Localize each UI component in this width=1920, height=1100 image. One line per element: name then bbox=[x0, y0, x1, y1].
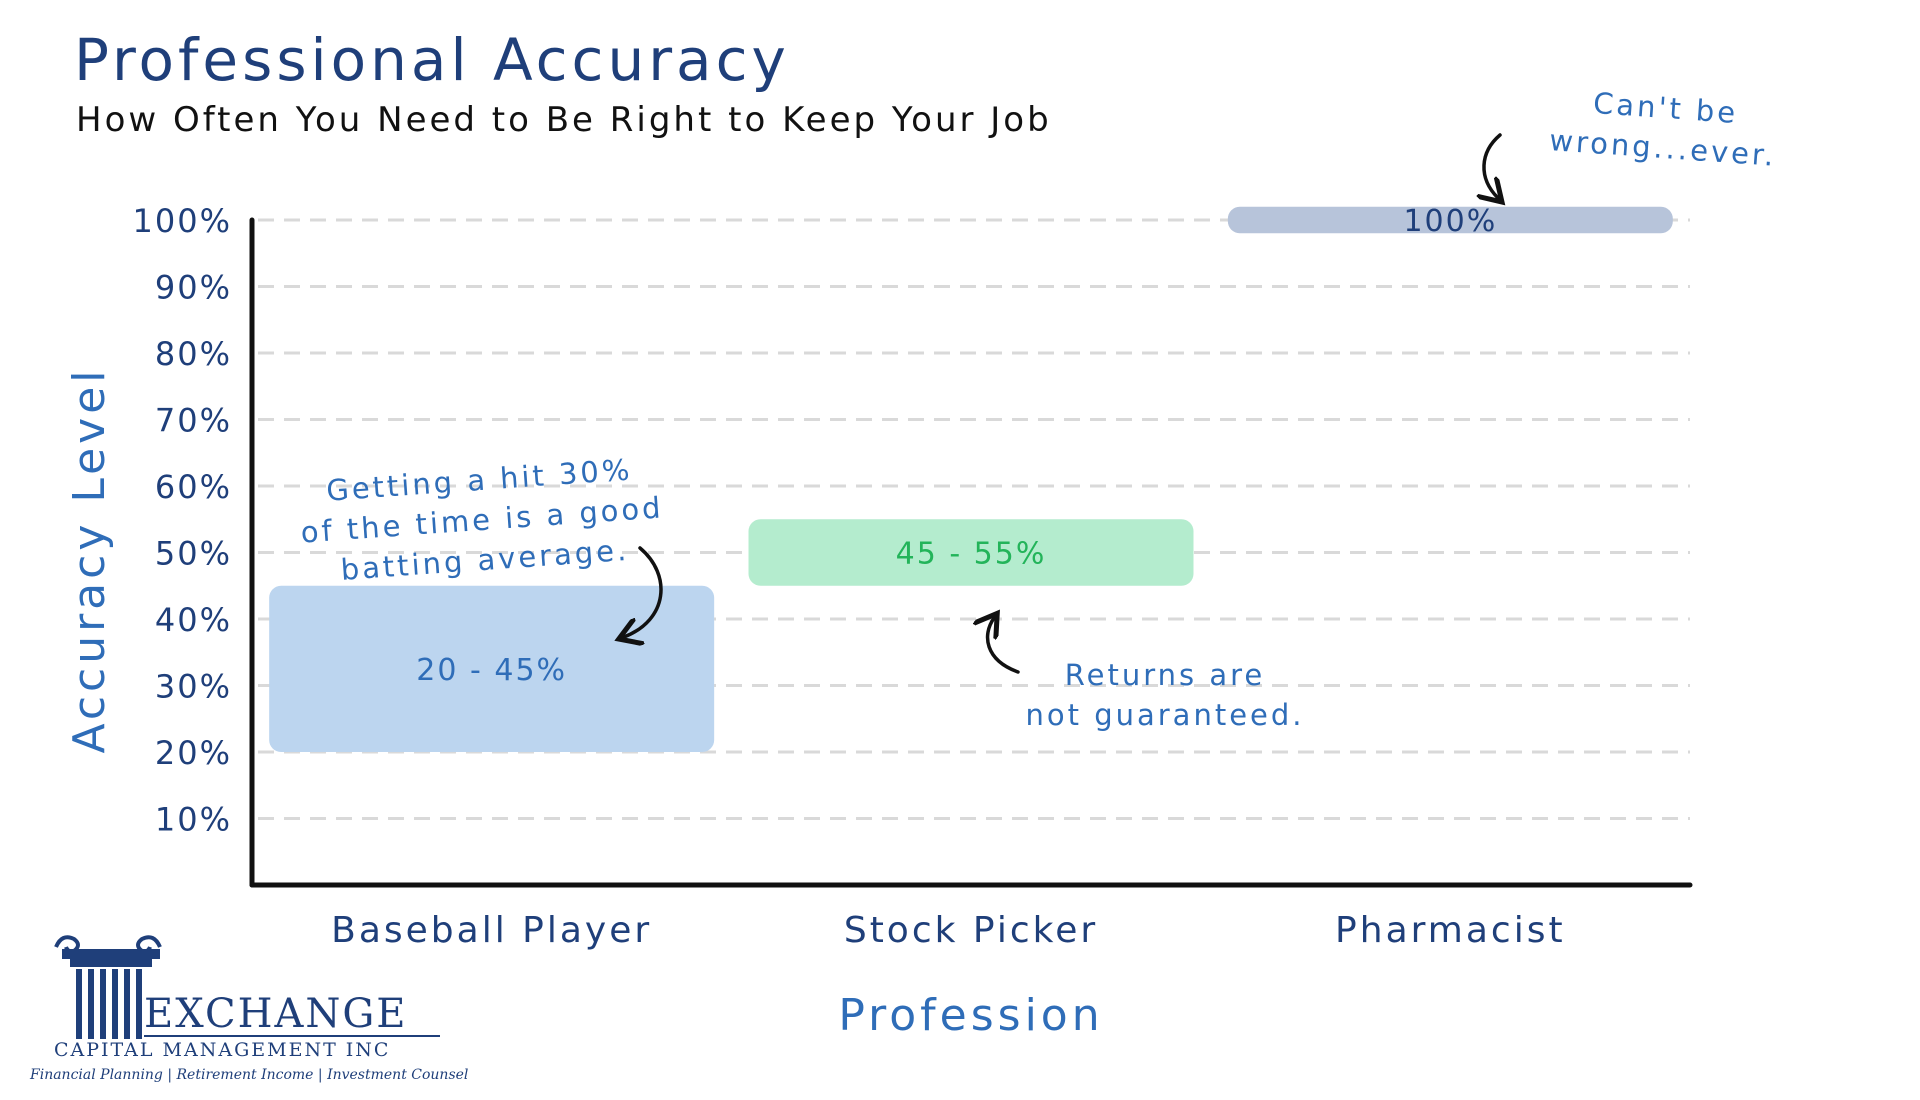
y-tick-label: 30% bbox=[155, 668, 232, 706]
chart-subtitle: How Often You Need to Be Right to Keep Y… bbox=[76, 100, 1052, 140]
annotation-text: Returns are bbox=[1065, 658, 1265, 692]
chart-title: Professional Accuracy bbox=[74, 26, 790, 94]
data-label: 20 - 45% bbox=[416, 653, 567, 688]
x-axis-title: Profession bbox=[838, 990, 1103, 1041]
y-axis-title: Accuracy Level bbox=[64, 366, 115, 753]
range-bar bbox=[269, 585, 715, 752]
annotation-arrow bbox=[624, 546, 663, 637]
annotation-arrow bbox=[1484, 133, 1500, 198]
annotation: Getting a hit 30%of the time is a goodba… bbox=[300, 452, 665, 586]
range-bar bbox=[1227, 206, 1673, 234]
data-label: 45 - 55% bbox=[896, 537, 1047, 572]
logo-subname: CAPITAL MANAGEMENT INC bbox=[54, 1039, 391, 1061]
y-tick-label: 20% bbox=[155, 734, 232, 772]
range-bar bbox=[748, 519, 1194, 586]
x-tick-label: Baseball Player bbox=[331, 910, 652, 951]
annotation: Returns are not guaranteed. bbox=[1025, 658, 1304, 732]
logo-name: EXCHANGE bbox=[144, 991, 408, 1037]
y-tick-label: 10% bbox=[155, 801, 232, 839]
company-logo: EXCHANGE CAPITAL MANAGEMENT INC Financia… bbox=[28, 925, 468, 1090]
y-tick-label: 80% bbox=[155, 335, 232, 373]
logo-divider bbox=[144, 1035, 440, 1037]
data-label: 100% bbox=[1403, 204, 1497, 239]
x-tick-label: Stock Picker bbox=[844, 910, 1098, 951]
y-tick-label: 60% bbox=[155, 468, 232, 506]
annotation-text: wrong...ever. bbox=[1548, 123, 1777, 173]
y-tick-label: 40% bbox=[155, 601, 232, 639]
x-tick-label: Pharmacist bbox=[1335, 910, 1566, 951]
annotation-text: Can't be bbox=[1592, 86, 1739, 130]
column-icon bbox=[54, 935, 162, 1039]
annotation-arrow bbox=[988, 618, 1020, 674]
y-tick-label: 50% bbox=[155, 535, 232, 573]
logo-tagline: Financial Planning | Retirement Income |… bbox=[30, 1067, 469, 1083]
annotation-text: not guaranteed. bbox=[1025, 698, 1304, 732]
y-tick-label: 90% bbox=[155, 269, 232, 307]
y-tick-label: 100% bbox=[133, 202, 232, 240]
y-tick-label: 70% bbox=[155, 402, 232, 440]
